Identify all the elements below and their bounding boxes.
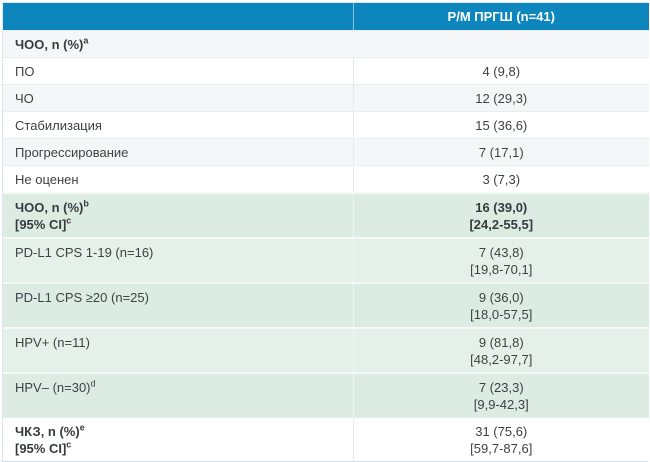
- row-value: 9 (81,8): [478, 334, 524, 350]
- table-row-pdl1-cps-1-19: PD-L1 CPS 1-19 (n=16) 7 (43,8) [19,8-70,…: [3, 236, 649, 283]
- table-row-dcr-ci: ЧКЗ, n (%)e [95% CI]c 31 (75,6) [59,7-87…: [3, 416, 649, 461]
- row-value: 12 (29,3): [475, 90, 528, 106]
- row-value-ci: [24,2-55,5]: [469, 216, 534, 232]
- table-row-orr-b-ci: ЧОО, n (%)b [95% CI]c 16 (39,0) [24,2-55…: [3, 191, 649, 238]
- table-row-stabilization: Стабилизация 15 (36,6): [3, 110, 649, 138]
- row-label: ЧОО, n (%): [15, 36, 84, 52]
- table-row-hpv-negative: HPV– (n=30)d 7 (23,3) [9,9-42,3]: [3, 371, 649, 417]
- table-row-cho: ЧО 12 (29,3): [3, 83, 649, 111]
- row-value-cell: 9 (81,8) [48,2-97,7]: [352, 326, 649, 373]
- row-label-cell: ЧОО, n (%)a: [3, 29, 649, 57]
- row-label: ЧОО, n (%): [15, 199, 84, 215]
- row-label: ЧО: [15, 90, 34, 106]
- row-label-cell: PD-L1 CPS 1-19 (n=16): [3, 236, 353, 283]
- row-value: 3 (7,3): [482, 171, 521, 187]
- row-value-cell: 9 (36,0) [18,0-57,5]: [352, 281, 649, 328]
- row-value: 4 (9,8): [482, 63, 521, 79]
- row-value-cell: 7 (17,1): [352, 137, 649, 165]
- row-label: HPV+ (n=11): [15, 334, 90, 350]
- row-value: 9 (36,0): [478, 289, 524, 305]
- row-value-cell: 7 (23,3) [9,9-42,3]: [352, 371, 649, 417]
- row-label-cell: ЧКЗ, n (%)e [95% CI]c: [3, 416, 353, 461]
- row-value-cell: 15 (36,6): [352, 110, 649, 138]
- header-cell-empty: [3, 3, 353, 30]
- row-value-ci: [9,9-42,3]: [473, 396, 529, 412]
- row-value-cell: 4 (9,8): [352, 56, 649, 84]
- row-value-cell: 7 (43,8) [19,8-70,1]: [352, 236, 649, 283]
- row-value-cell: 16 (39,0) [24,2-55,5]: [352, 191, 649, 238]
- row-label: HPV– (n=30): [15, 379, 91, 395]
- footnote-marker: c: [66, 215, 72, 226]
- table-row-pdl1-cps-ge20: PD-L1 CPS ≥20 (n=25) 9 (36,0) [18,0-57,5…: [3, 281, 649, 328]
- row-label: Стабилизация: [15, 117, 102, 133]
- table-row-progression: Прогрессирование 7 (17,1): [3, 137, 649, 165]
- footnote-marker: a: [83, 35, 89, 46]
- row-label: PD-L1 CPS ≥20 (n=25): [15, 289, 149, 305]
- row-label-cell: Стабилизация: [3, 110, 353, 138]
- row-label: Не оценен: [15, 171, 79, 187]
- row-label-line2: [95% CI]: [15, 440, 67, 456]
- row-value-cell: 31 (75,6) [59,7-87,6]: [352, 416, 649, 461]
- row-label: ЧКЗ, n (%): [15, 423, 80, 439]
- row-label-cell: HPV+ (n=11): [3, 326, 353, 373]
- row-value-ci: [59,7-87,6]: [470, 440, 533, 456]
- row-value-cell: 12 (29,3): [352, 83, 649, 111]
- row-value-ci: [48,2-97,7]: [470, 351, 533, 367]
- row-value-ci: [18,0-57,5]: [470, 306, 533, 322]
- table-row-not-evaluated: Не оценен 3 (7,3): [3, 164, 649, 193]
- footnote-marker: d: [90, 378, 96, 389]
- row-label: Прогрессирование: [15, 144, 129, 160]
- row-label-cell: Прогрессирование: [3, 137, 353, 165]
- table-row-hpv-positive: HPV+ (n=11) 9 (81,8) [48,2-97,7]: [3, 326, 649, 373]
- row-value: 31 (75,6): [475, 423, 528, 439]
- row-value: 7 (43,8): [478, 244, 524, 260]
- row-value: 7 (23,3): [478, 379, 524, 395]
- footnote-marker: c: [66, 439, 72, 450]
- row-value-cell: 3 (7,3): [352, 164, 649, 193]
- row-label-cell: ПО: [3, 56, 353, 84]
- table-row-section-orr-a: ЧОО, n (%)a: [3, 29, 649, 57]
- header-cell-cohort: Р/М ПРГШ (n=41): [352, 3, 649, 30]
- footnote-marker: e: [79, 422, 85, 433]
- row-label-cell: PD-L1 CPS ≥20 (n=25): [3, 281, 353, 328]
- row-value: 16 (39,0): [475, 199, 528, 215]
- row-label-cell: Не оценен: [3, 164, 353, 193]
- table-header-row: Р/М ПРГШ (n=41): [3, 3, 649, 30]
- row-label: PD-L1 CPS 1-19 (n=16): [15, 244, 154, 260]
- row-label: ПО: [15, 63, 35, 79]
- row-label-line2: [95% CI]: [15, 216, 67, 232]
- row-value: 7 (17,1): [478, 144, 524, 160]
- row-value: 15 (36,6): [475, 117, 528, 133]
- footnote-marker: b: [83, 198, 89, 209]
- row-label-cell: ЧО: [3, 83, 353, 111]
- results-table: Р/М ПРГШ (n=41) ЧОО, n (%)a ПО 4 (9,8) Ч…: [3, 3, 649, 461]
- table-row-po: ПО 4 (9,8): [3, 56, 649, 84]
- row-value-ci: [19,8-70,1]: [470, 261, 533, 277]
- row-label-cell: HPV– (n=30)d: [3, 371, 353, 417]
- row-label-cell: ЧОО, n (%)b [95% CI]c: [3, 191, 353, 238]
